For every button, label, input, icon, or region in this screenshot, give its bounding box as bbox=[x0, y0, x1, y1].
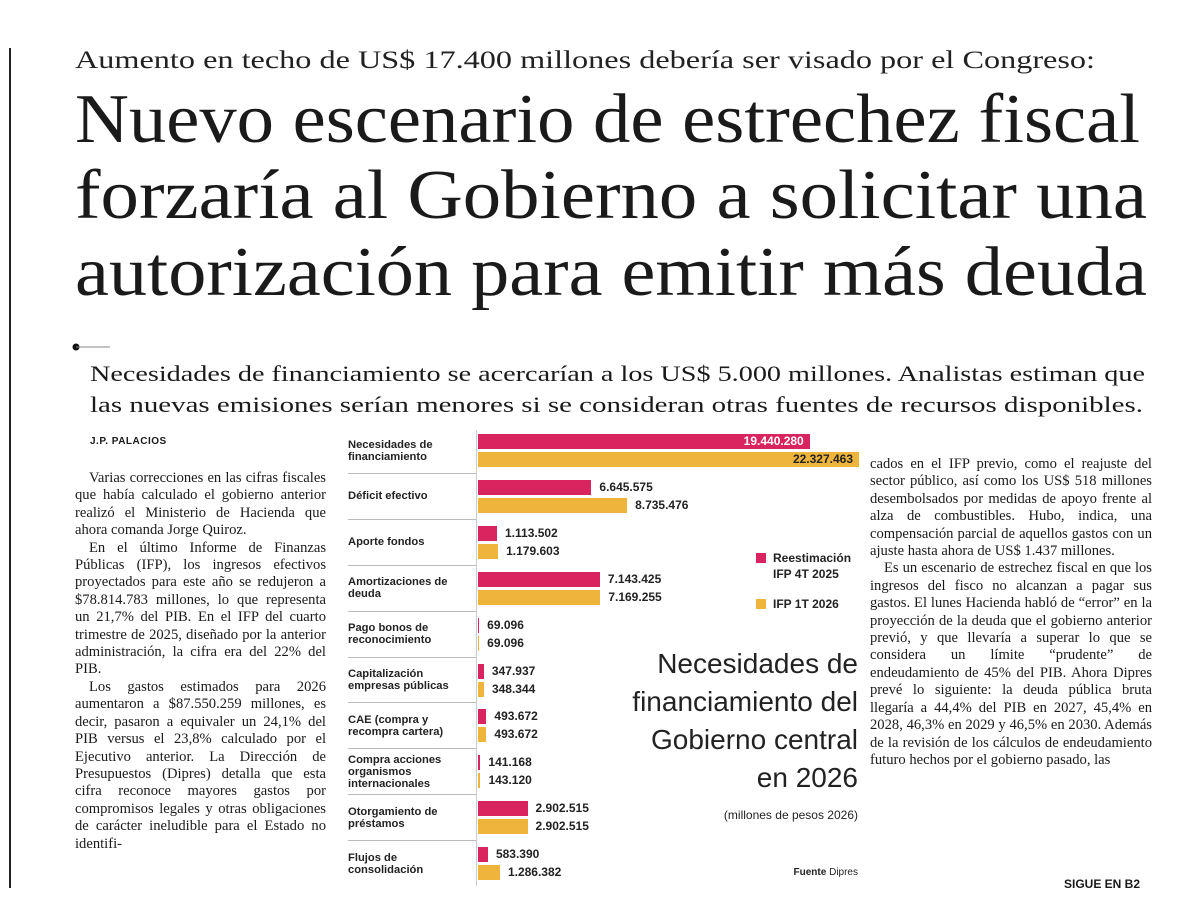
bar bbox=[478, 865, 500, 881]
value-label: 1.113.502 bbox=[505, 525, 558, 540]
category-label: Déficit efectivo bbox=[348, 490, 428, 503]
chart-title-line: financiamiento del bbox=[632, 686, 858, 717]
paragraph: Es un escenario de estrechez fiscal en q… bbox=[870, 560, 1152, 768]
value-label: 1.179.603 bbox=[506, 543, 560, 558]
row-separator bbox=[348, 656, 476, 658]
bar bbox=[478, 452, 859, 467]
bar bbox=[478, 543, 499, 559]
category-label: Aporte fondos bbox=[348, 536, 425, 549]
value-label: 143.120 bbox=[488, 773, 532, 788]
source: Fuente Dipres bbox=[794, 867, 858, 878]
row-separator bbox=[348, 840, 476, 842]
header: Aumento en techo de US$ 17.400 millones … bbox=[72, 47, 1147, 417]
chart-title-line: Necesidades de bbox=[657, 648, 858, 679]
footer: SIGUE EN B2 bbox=[1064, 877, 1141, 891]
bar bbox=[478, 617, 480, 633]
value-label: 7.169.255 bbox=[608, 589, 662, 604]
value-label: 141.168 bbox=[488, 755, 532, 770]
value-label: 69.096 bbox=[487, 635, 524, 650]
paragraph: En el último Informe de Finanzas Pública… bbox=[75, 539, 326, 678]
value-label: 1.286.382 bbox=[507, 865, 562, 880]
bar bbox=[478, 755, 481, 771]
category-label: Amortizaciones de deuda bbox=[348, 576, 448, 601]
category-label: Necesidades de financiamiento bbox=[348, 438, 433, 463]
value-label: 19.440.280 bbox=[743, 434, 804, 448]
value-label: 8.735.476 bbox=[635, 497, 689, 512]
bar bbox=[478, 479, 592, 495]
category-label: Compra acciones organismos internacional… bbox=[348, 753, 442, 790]
paragraph: Los gastos estimados para 2026 aumentaro… bbox=[75, 678, 326, 852]
value-label: 2.902.515 bbox=[535, 801, 589, 816]
legend-swatch bbox=[756, 599, 766, 609]
row-separator bbox=[348, 702, 476, 704]
deck-line: las nuevas emisiones serían menores si s… bbox=[90, 392, 1143, 417]
bar bbox=[478, 589, 601, 605]
left-column: Varias correcciones en las cifras fiscal… bbox=[75, 470, 326, 895]
headline-line: autorización para emitir más deuda bbox=[75, 234, 1147, 311]
row-separator bbox=[348, 610, 476, 612]
headline-line: forzaría al Gobierno a solicitar una bbox=[75, 157, 1147, 234]
bar bbox=[478, 801, 528, 817]
legend-label: Reestimación IFP 4T 2025 bbox=[773, 551, 852, 581]
value-label: 6.645.575 bbox=[599, 479, 653, 494]
value-label: 348.344 bbox=[491, 681, 536, 696]
bar bbox=[478, 773, 481, 789]
bar bbox=[478, 497, 628, 513]
value-label: 493.672 bbox=[494, 709, 538, 724]
row-separator bbox=[348, 748, 476, 750]
axis-line bbox=[476, 430, 477, 886]
row-separator bbox=[348, 518, 476, 520]
bar bbox=[478, 635, 480, 651]
right-column: cados en el IFP previo, como el reajuste… bbox=[870, 456, 1152, 856]
chart-title: Necesidades de financiamiento del Gobierno… bbox=[632, 645, 858, 797]
chart-title-line: en 2026 bbox=[756, 762, 858, 793]
chart-title-line: Gobierno central bbox=[650, 724, 858, 755]
value-label: 2.902.515 bbox=[535, 819, 589, 834]
bar bbox=[478, 525, 497, 541]
value-label: 69.096 bbox=[487, 617, 524, 632]
bar bbox=[478, 663, 484, 679]
headline-line: Nuevo escenario de estrechez fiscal bbox=[75, 81, 1140, 158]
row-separator bbox=[348, 472, 476, 474]
row-separator bbox=[348, 564, 476, 566]
category-label: Otorgamiento de préstamos bbox=[348, 805, 438, 830]
bar bbox=[478, 434, 810, 449]
value-label: 7.143.425 bbox=[607, 571, 662, 586]
value-label: 347.937 bbox=[491, 663, 536, 678]
edge-rule bbox=[9, 48, 11, 888]
byline: J.P. PALACIOS bbox=[90, 436, 167, 447]
category-label: Pago bonos de reconocimiento bbox=[348, 622, 432, 647]
deck-line: Necesidades de financiamiento se acercar… bbox=[90, 361, 1145, 386]
chart-subtitle: (millones de pesos 2026) bbox=[723, 808, 858, 822]
bar bbox=[478, 709, 487, 725]
bar bbox=[478, 681, 484, 697]
row-separator bbox=[348, 794, 476, 796]
source-label: Fuente bbox=[793, 867, 827, 878]
source-name: Dipres bbox=[829, 867, 858, 878]
bar bbox=[478, 727, 487, 743]
bar bbox=[478, 819, 528, 835]
paragraph: Varias correcciones en las cifras fiscal… bbox=[75, 470, 326, 539]
category-label: Capitalización empresas públicas bbox=[348, 668, 449, 692]
value-label: 493.672 bbox=[494, 727, 538, 742]
legend-label: IFP 1T 2026 bbox=[773, 597, 839, 611]
category-label: CAE (compra y recompra cartera) bbox=[348, 713, 444, 738]
value-label: 583.390 bbox=[495, 847, 540, 862]
value-label: 22.327.463 bbox=[792, 452, 853, 466]
bar bbox=[478, 847, 488, 863]
legend-swatch bbox=[756, 553, 766, 563]
paragraph: cados en el IFP previo, como el reajuste… bbox=[870, 456, 1152, 560]
category-label: Flujos de consolidación bbox=[348, 851, 424, 876]
bar bbox=[478, 571, 600, 587]
kicker: Aumento en techo de US$ 17.400 millones … bbox=[75, 47, 1095, 74]
